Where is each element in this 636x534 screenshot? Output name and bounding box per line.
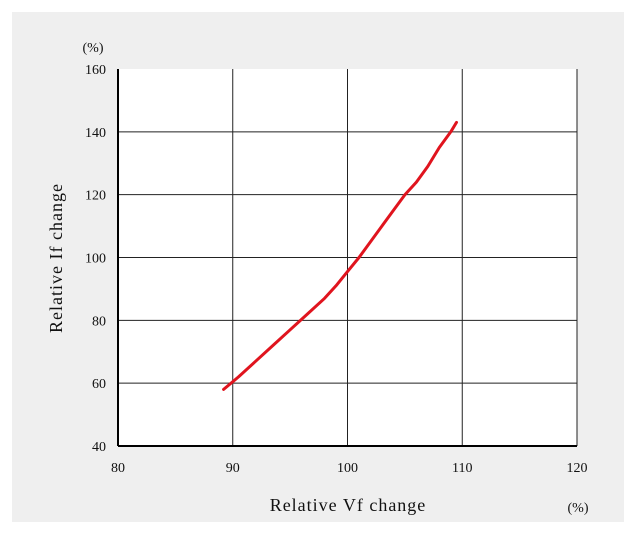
y-unit-label: (%) [83,41,104,56]
x-tick-label: 90 [226,461,240,476]
y-tick-label: 140 [85,126,106,141]
series-line [222,120,458,391]
x-tick-label: 110 [452,461,472,476]
x-unit-label: (%) [568,501,589,516]
x-tick-label: 120 [567,461,588,476]
y-tick-label: 120 [85,189,106,204]
y-tick-label: 100 [85,252,106,267]
tick-labels: 80 90 100 110 120 40 60 80 100 120 140 160 [85,63,588,476]
y-tick-label: 160 [85,63,106,78]
grid-lines [118,69,578,446]
y-tick-label: 40 [92,440,106,455]
series-layer [222,120,458,391]
y-tick-label: 80 [92,314,106,329]
y-tick-label: 60 [92,377,106,392]
y-axis-title: Relative If change [46,183,66,333]
x-axis-title: Relative Vf change [270,495,427,515]
axes [117,69,577,447]
x-tick-label: 100 [337,461,358,476]
x-tick-label: 80 [111,461,125,476]
